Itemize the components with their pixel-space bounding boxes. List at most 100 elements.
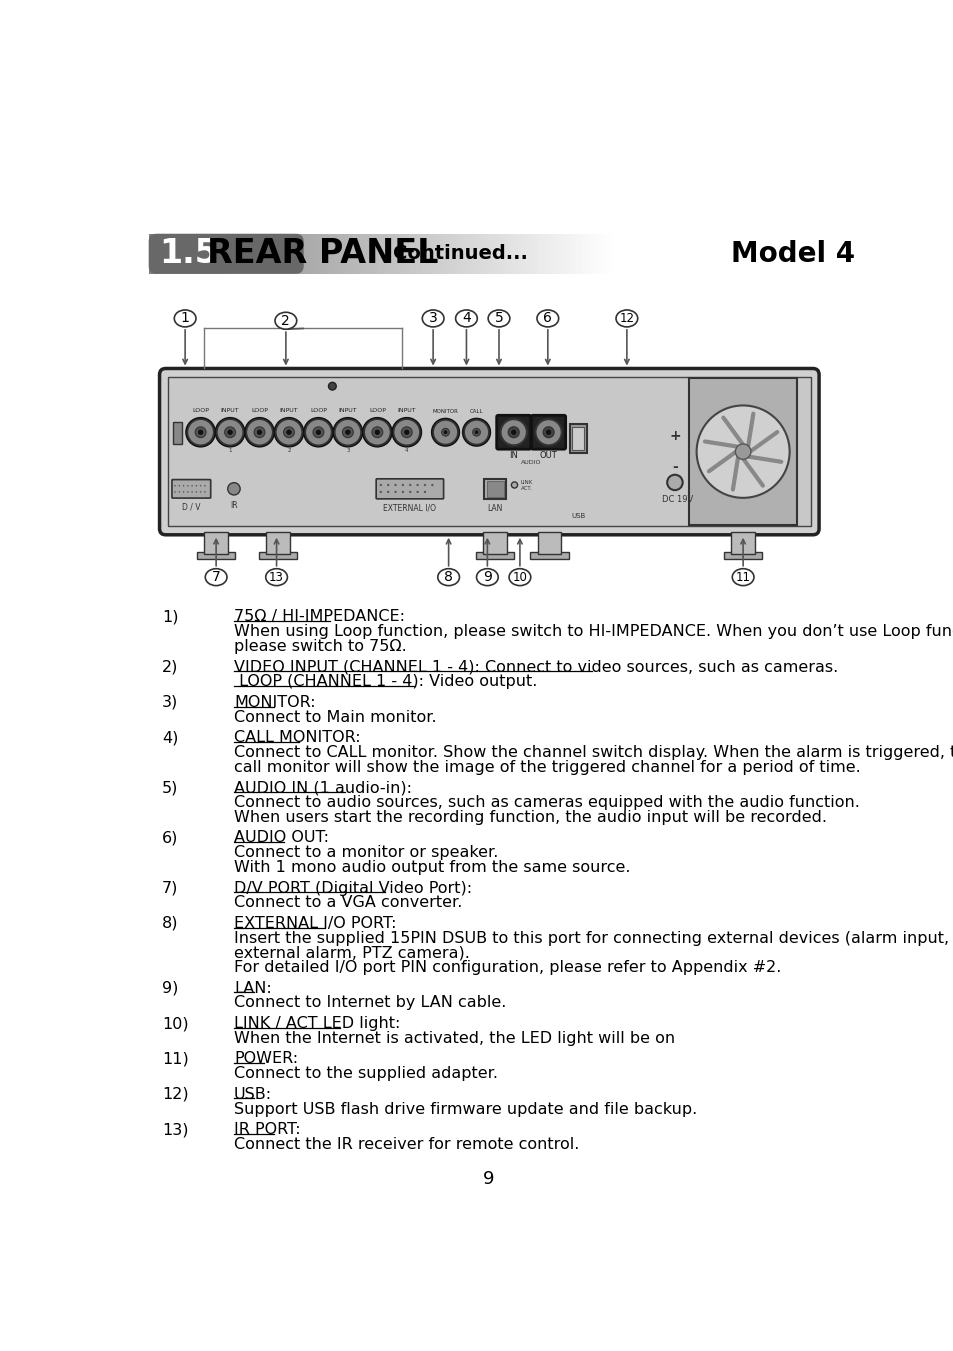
Bar: [149, 234, 152, 274]
Text: LINK / ACT LED light:: LINK / ACT LED light:: [233, 1016, 400, 1031]
Bar: [218, 234, 221, 274]
Text: 9: 9: [482, 570, 492, 584]
Bar: [546, 234, 549, 274]
Bar: [459, 234, 463, 274]
Bar: [385, 234, 389, 274]
Text: AUDIO OUT:: AUDIO OUT:: [233, 831, 329, 846]
Circle shape: [431, 419, 459, 446]
Circle shape: [394, 484, 396, 486]
Circle shape: [416, 484, 418, 486]
Bar: [220, 234, 224, 274]
Bar: [399, 234, 402, 274]
Text: 2): 2): [162, 659, 178, 674]
Bar: [204, 532, 228, 554]
Bar: [427, 234, 431, 274]
Circle shape: [216, 419, 243, 446]
Bar: [606, 234, 609, 274]
Bar: [435, 234, 437, 274]
Text: CALL MONITOR:: CALL MONITOR:: [233, 731, 360, 746]
Text: LOOP: LOOP: [310, 408, 327, 413]
Bar: [478, 234, 481, 274]
Bar: [578, 234, 581, 274]
Bar: [167, 234, 171, 274]
FancyBboxPatch shape: [497, 415, 530, 449]
Circle shape: [387, 490, 389, 493]
Text: 1): 1): [162, 609, 178, 624]
Bar: [585, 234, 588, 274]
Text: call monitor will show the image of the triggered channel for a period of time.: call monitor will show the image of the …: [233, 759, 860, 774]
Bar: [432, 234, 435, 274]
Text: D / V: D / V: [182, 503, 200, 512]
Bar: [272, 234, 274, 274]
Bar: [299, 234, 303, 274]
Bar: [315, 234, 319, 274]
Text: EXTERNAL I/O: EXTERNAL I/O: [383, 504, 436, 512]
Bar: [569, 234, 572, 274]
Text: Connect the IR receiver for remote control.: Connect the IR receiver for remote contr…: [233, 1138, 578, 1152]
Bar: [446, 234, 449, 274]
Text: When the Internet is activated, the LED light will be on: When the Internet is activated, the LED …: [233, 1031, 675, 1046]
Text: REAR PANEL: REAR PANEL: [207, 238, 437, 270]
Circle shape: [187, 492, 189, 493]
Circle shape: [315, 430, 320, 435]
Text: LOOP: LOOP: [369, 408, 385, 413]
Bar: [233, 234, 235, 274]
Bar: [193, 234, 195, 274]
Bar: [567, 234, 570, 274]
Ellipse shape: [537, 309, 558, 327]
Bar: [474, 234, 476, 274]
Bar: [251, 234, 253, 274]
Bar: [506, 234, 509, 274]
Bar: [451, 234, 454, 274]
Circle shape: [195, 485, 197, 486]
Bar: [160, 234, 163, 274]
Circle shape: [187, 485, 189, 486]
Circle shape: [542, 427, 554, 438]
Bar: [404, 234, 407, 274]
Circle shape: [224, 427, 235, 438]
Bar: [209, 234, 212, 274]
Circle shape: [204, 485, 206, 486]
Bar: [341, 234, 344, 274]
Text: 9): 9): [162, 981, 178, 996]
Ellipse shape: [732, 569, 753, 585]
Bar: [397, 234, 400, 274]
Bar: [369, 234, 373, 274]
Text: MONITOR: MONITOR: [432, 409, 458, 413]
Circle shape: [335, 419, 360, 446]
Bar: [548, 234, 551, 274]
Bar: [260, 234, 263, 274]
Bar: [538, 234, 542, 274]
Circle shape: [198, 430, 203, 435]
Bar: [480, 234, 484, 274]
Bar: [212, 234, 214, 274]
Text: 5: 5: [494, 312, 503, 326]
Text: LOOP: LOOP: [192, 408, 209, 413]
Bar: [274, 234, 277, 274]
Bar: [493, 234, 496, 274]
Text: 8: 8: [444, 570, 453, 584]
Bar: [165, 234, 168, 274]
Circle shape: [183, 485, 184, 486]
Circle shape: [253, 427, 265, 438]
Text: 1: 1: [228, 449, 232, 454]
Bar: [330, 234, 333, 274]
Bar: [590, 234, 593, 274]
Bar: [253, 234, 256, 274]
Bar: [418, 234, 421, 274]
Bar: [443, 234, 447, 274]
Bar: [490, 234, 493, 274]
Circle shape: [546, 430, 550, 435]
Circle shape: [409, 490, 411, 493]
Bar: [388, 234, 391, 274]
Bar: [393, 234, 395, 274]
Bar: [472, 234, 475, 274]
Ellipse shape: [488, 309, 509, 327]
Bar: [357, 234, 360, 274]
Bar: [216, 234, 219, 274]
Bar: [383, 234, 386, 274]
Bar: [207, 234, 210, 274]
Bar: [416, 234, 418, 274]
Circle shape: [431, 484, 433, 486]
Text: With 1 mono audio output from the same source.: With 1 mono audio output from the same s…: [233, 859, 630, 874]
